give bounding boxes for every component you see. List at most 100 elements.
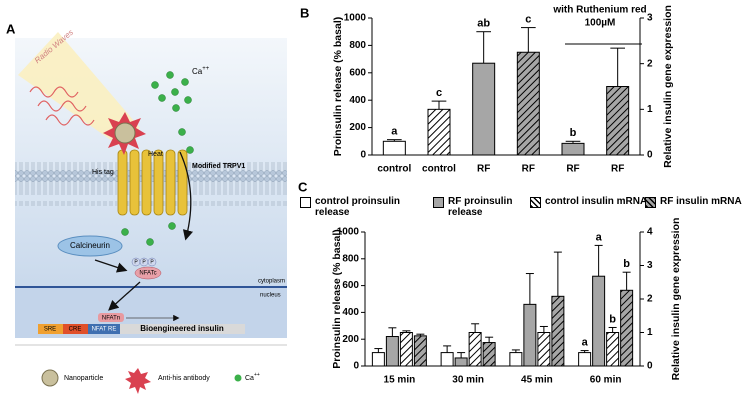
y-tick-label: 0	[353, 361, 359, 372]
cytoplasm-label: cytoplasm	[258, 279, 285, 285]
calcineurin-label: Calcineurin	[70, 241, 110, 250]
x-tick-label: 30 min	[452, 375, 484, 386]
legend-label: control insulin mRNA	[545, 196, 648, 207]
nfatc	[134, 266, 162, 280]
panel-a: A Radio Waves His tag Heat Modified TRPV…	[6, 21, 287, 394]
his-tag-label: His tag	[92, 169, 114, 176]
significance-label: b	[623, 258, 630, 270]
bar	[620, 289, 634, 367]
annotation: 100µM	[585, 18, 616, 29]
legend-label: RF insulin mRNA	[660, 196, 742, 207]
y2-tick-label: 4	[647, 227, 653, 238]
x-tick-label: RF	[611, 164, 624, 175]
bar	[551, 295, 565, 367]
sre	[38, 324, 63, 334]
x-tick-label: RF	[477, 164, 490, 175]
cre-label: CRE	[69, 327, 82, 333]
bar	[509, 352, 523, 367]
y-axis-label: Proinsulin release (% basal)	[331, 229, 343, 368]
x-tick-label: RF	[566, 164, 579, 175]
panel-label: B	[300, 5, 309, 20]
x-tick-label: 15 min	[384, 375, 416, 386]
legend: control proinsulin release RF proinsulin …	[300, 196, 750, 220]
y-tick-label: 0	[360, 150, 366, 161]
nanoparticle	[114, 122, 136, 144]
y2-axis-label: Relative insulin gene expression	[670, 218, 682, 381]
y-tick-label: 600	[349, 67, 366, 78]
significance-label: a	[596, 231, 603, 243]
y-axis-label: Proinsulin release (% basal)	[332, 17, 344, 156]
y2-tick-label: 2	[647, 58, 653, 69]
gene-label: Bioengineered insulin	[140, 324, 224, 333]
bar	[371, 352, 385, 367]
nfat-re-label: NFAT RE	[92, 327, 117, 333]
panel-label: A	[6, 21, 16, 36]
panel-label: C	[298, 179, 308, 194]
arrow	[179, 151, 193, 241]
x-tick-label: control	[422, 164, 456, 175]
channel	[117, 149, 188, 216]
bar	[382, 140, 406, 156]
legend-label: Anti-his antibody	[158, 375, 210, 382]
annotation: with Ruthenium red	[552, 5, 646, 16]
y2-tick-label: 0	[647, 150, 653, 161]
y2-tick-label: 1	[647, 104, 653, 115]
bar	[482, 342, 496, 367]
y-tick-label: 200	[349, 122, 366, 133]
arrow	[94, 259, 128, 273]
legend-swatch	[530, 197, 541, 208]
significance-label: c	[436, 87, 442, 99]
y-tick-label: 600	[342, 280, 359, 291]
y-tick-label: 1000	[337, 227, 360, 238]
insulin-gene	[120, 324, 245, 334]
bar	[454, 357, 468, 367]
bar	[472, 62, 496, 156]
y2-tick-label: 3	[647, 260, 653, 271]
bar	[578, 352, 592, 367]
legend-item: RF proinsulin release	[433, 196, 538, 218]
arrow	[108, 281, 141, 311]
y-tick-label: 800	[349, 40, 366, 51]
legend-nanoparticle	[41, 369, 59, 387]
y2-tick-label: 0	[647, 361, 653, 372]
bar	[427, 108, 451, 156]
bar	[413, 335, 427, 367]
legend-antibody	[125, 368, 151, 394]
significance-label: a	[582, 336, 589, 348]
bar	[561, 142, 585, 156]
significance-label: a	[391, 126, 398, 138]
bar	[399, 332, 413, 367]
ion-label: Ca++	[192, 66, 210, 77]
y2-tick-label: 2	[647, 294, 653, 305]
y-tick-label: 200	[342, 334, 359, 345]
legend-item: control proinsulin release	[300, 196, 415, 218]
y-tick-label: 400	[342, 307, 359, 318]
x-tick-label: RF	[522, 164, 535, 175]
ion-charge: ++	[202, 66, 210, 72]
significance-label: b	[609, 313, 616, 325]
cre	[63, 324, 88, 334]
legend-label: control proinsulin release	[315, 196, 400, 218]
channel-label: Modified TRPV1	[192, 163, 245, 170]
legend-swatch	[645, 197, 656, 208]
bar	[440, 352, 454, 367]
calcineurin	[57, 235, 123, 257]
bar	[537, 332, 551, 367]
phosphate: P	[142, 259, 146, 265]
bar	[523, 303, 537, 367]
phosphate: P	[150, 259, 154, 265]
heat-label: Heat	[148, 151, 163, 158]
wave	[37, 100, 87, 112]
nfatn	[98, 313, 124, 322]
legend-swatch	[300, 197, 311, 208]
calcium-ions	[121, 71, 194, 246]
x-tick-label: 45 min	[521, 375, 553, 386]
legend-ion-charge: ++	[254, 372, 260, 378]
y2-tick-label: 1	[647, 327, 653, 338]
y2-tick-label: 3	[647, 13, 653, 24]
legend-swatch	[433, 197, 444, 208]
legend-item: RF insulin mRNA	[645, 196, 750, 208]
significance-label: c	[525, 13, 531, 25]
